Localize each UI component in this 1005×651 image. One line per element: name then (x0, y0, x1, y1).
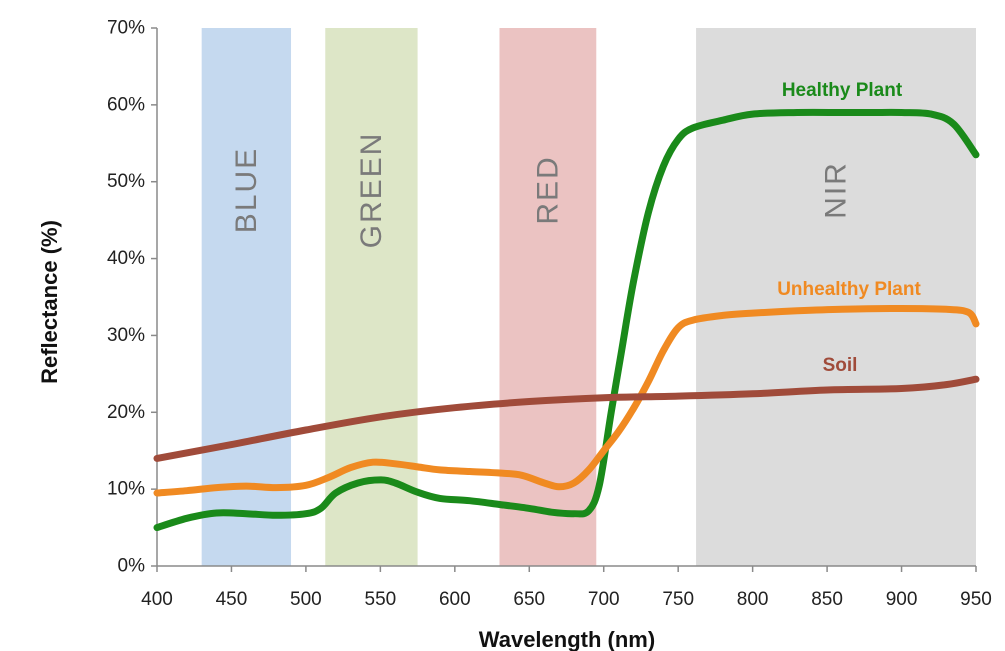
x-tick-label: 500 (290, 589, 322, 610)
x-tick-label: 700 (588, 589, 620, 610)
x-tick-label: 550 (365, 589, 397, 610)
band-label-green: GREEN (355, 132, 388, 249)
x-axis-title: Wavelength (nm) (479, 627, 655, 651)
y-tick-label: 50% (107, 171, 145, 192)
x-tick-label: 850 (811, 589, 843, 610)
y-tick-label: 40% (107, 248, 145, 269)
x-tick-label: 900 (886, 589, 918, 610)
band-blue (201, 28, 292, 566)
x-tick-label: 400 (141, 589, 173, 610)
y-tick-label: 30% (107, 325, 145, 346)
series-line-soil (153, 375, 980, 462)
y-tick-label: 60% (107, 94, 145, 115)
axes: 0% 10% 20% 30% 40% 50% 60% 70% 400 450 500 550 600 65… (107, 18, 992, 611)
band-green (325, 28, 418, 566)
series-labels: Healthy Plant Unhealthy Plant Soil (777, 80, 921, 376)
band-label-blue: BLUE (230, 147, 263, 233)
y-tick-label: 70% (107, 18, 145, 39)
x-tick-label: 750 (662, 589, 694, 610)
x-tick-label: 600 (439, 589, 471, 610)
x-tick-label: 650 (513, 589, 545, 610)
series-label-unhealthy-plant: Unhealthy Plant (777, 279, 921, 300)
x-tick-label: 450 (216, 589, 248, 610)
series-label-soil: Soil (823, 355, 858, 376)
y-tick-label: 20% (107, 402, 145, 423)
series-line-healthy-plant (153, 108, 980, 532)
y-tick-label: 10% (107, 479, 145, 500)
series-lines (153, 108, 980, 532)
x-tick-label: 950 (960, 589, 992, 610)
series-line-unhealthy-plant (153, 305, 980, 497)
series-label-healthy-plant: Healthy Plant (782, 80, 903, 101)
band-label-nir: NIR (820, 161, 853, 219)
band-label-red: RED (531, 155, 564, 224)
x-tick-label: 800 (737, 589, 769, 610)
y-axis-title: Reflectance (%) (37, 220, 62, 384)
y-tick-label: 0% (118, 556, 146, 577)
